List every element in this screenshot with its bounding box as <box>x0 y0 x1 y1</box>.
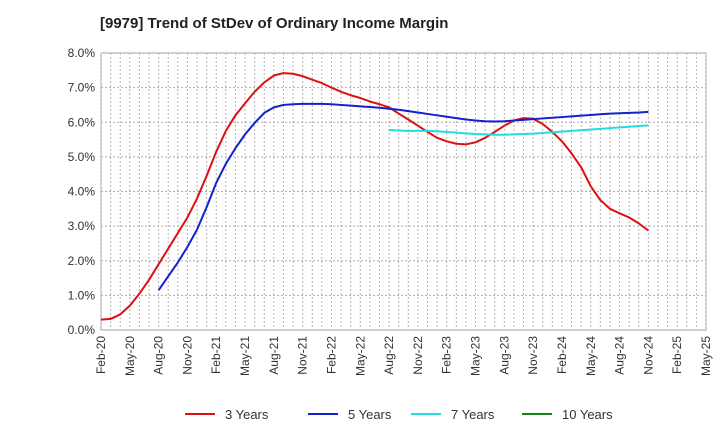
y-tick-label: 6.0% <box>68 115 96 129</box>
x-tick-label: May-22 <box>353 336 367 376</box>
x-tick-label: Aug-22 <box>382 336 396 375</box>
x-tick-label: Feb-22 <box>324 336 338 374</box>
x-tick-label: Aug-20 <box>152 336 166 375</box>
x-tick-label: Aug-21 <box>267 336 281 375</box>
grid <box>100 52 707 331</box>
y-tick-label: 2.0% <box>68 254 96 268</box>
plot-area <box>100 52 707 331</box>
x-tick-label: Aug-24 <box>613 336 627 375</box>
legend-label-10-years: 10 Years <box>562 407 613 422</box>
series-line-7-years <box>389 124 649 136</box>
y-tick-label: 8.0% <box>68 46 96 60</box>
y-tick-label: 1.0% <box>68 288 96 302</box>
series-line-5-years <box>157 102 649 291</box>
legend-label-5-years: 5 Years <box>348 407 392 422</box>
y-tick-label: 5.0% <box>68 150 96 164</box>
y-axis: 0.0% 1.0% 2.0% 3.0% 4.0% 5.0% 6.0% 7.0% 8.0% <box>68 46 96 337</box>
y-tick-label: 0.0% <box>68 323 96 337</box>
x-axis: Feb-20 May-20 Aug-20 Nov-20 Feb-21 May-21 Aug-… <box>94 336 713 376</box>
legend: 3 Years 5 Years 7 Years 10 Years <box>185 407 613 422</box>
y-tick-label: 3.0% <box>68 219 96 233</box>
x-tick-label: Nov-23 <box>526 336 540 375</box>
x-tick-label: Feb-25 <box>670 336 684 374</box>
x-tick-label: Feb-23 <box>440 336 454 374</box>
x-tick-label: May-24 <box>584 336 598 376</box>
x-tick-label: Nov-24 <box>641 336 655 375</box>
x-tick-label: May-23 <box>469 336 483 376</box>
x-tick-label: Nov-21 <box>296 336 310 375</box>
x-tick-label: May-25 <box>699 336 713 376</box>
x-tick-label: May-20 <box>123 336 137 376</box>
x-tick-label: Nov-22 <box>411 336 425 375</box>
legend-label-3-years: 3 Years <box>225 407 269 422</box>
x-tick-label: Feb-24 <box>555 336 569 374</box>
chart-title: [9979] Trend of StDev of Ordinary Income… <box>100 15 448 32</box>
series-line-3-years <box>100 72 649 321</box>
legend-label-7-years: 7 Years <box>451 407 495 422</box>
x-tick-label: Nov-20 <box>180 336 194 375</box>
y-tick-label: 4.0% <box>68 185 96 199</box>
x-tick-label: Feb-21 <box>209 336 223 374</box>
x-tick-label: Feb-20 <box>94 336 108 374</box>
x-tick-label: Aug-23 <box>497 336 511 375</box>
y-tick-label: 7.0% <box>68 81 96 95</box>
x-tick-label: May-21 <box>238 336 252 376</box>
series-layer <box>100 72 649 321</box>
